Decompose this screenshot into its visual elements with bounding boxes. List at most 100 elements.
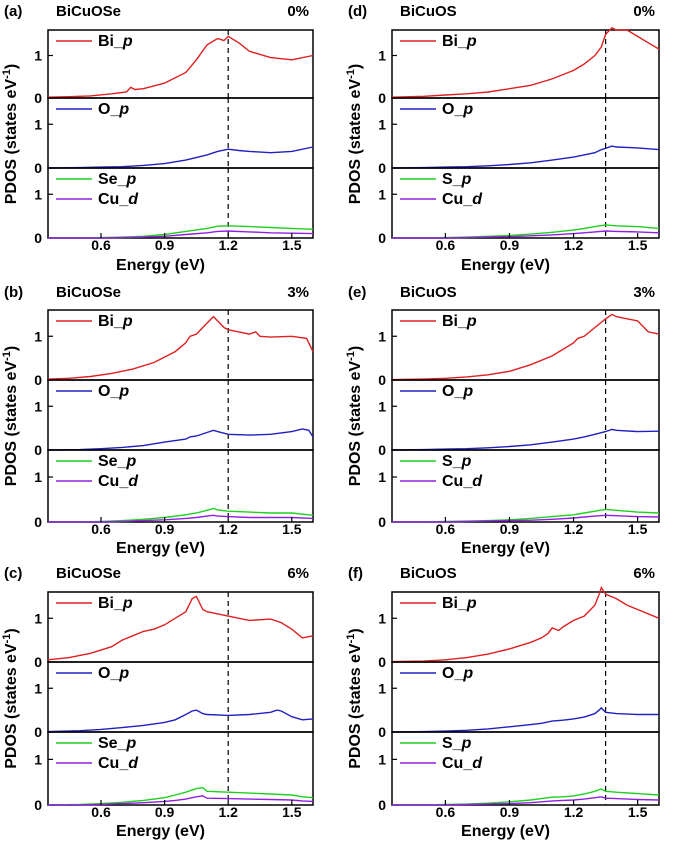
y-tick-label: 0 xyxy=(378,654,386,670)
x-tick-label: 1.2 xyxy=(218,804,238,820)
y-axis-label: PDOS (states eV-1) xyxy=(345,64,364,205)
y-tick-label: 0 xyxy=(378,372,386,388)
legend-label: O_p xyxy=(442,665,473,682)
series-line xyxy=(392,796,660,806)
subpanel-2: 0 1 O_p xyxy=(378,661,660,740)
series-line xyxy=(391,428,660,451)
series-line xyxy=(48,514,314,523)
y-tick-label: 1 xyxy=(34,398,42,414)
x-tick-label: 0.6 xyxy=(436,237,456,253)
legend-label: Se_p xyxy=(98,453,136,470)
panel-letter: (e) xyxy=(348,284,366,301)
series-line xyxy=(47,595,314,661)
legend-label: Se_p xyxy=(98,735,136,752)
y-tick-label: 1 xyxy=(378,328,386,344)
legend-label: Bi_p xyxy=(98,33,133,50)
legend-label: Cu_d xyxy=(98,755,139,772)
x-tick-label: 1.2 xyxy=(218,237,238,253)
y-axis-label: PDOS (states eV-1) xyxy=(1,64,20,205)
y-tick-label: 0 xyxy=(34,514,42,530)
legend-label: Se_p xyxy=(98,171,136,188)
panel-letter: (b) xyxy=(4,284,23,301)
subpanel-3: 0 1 Se_p Cu_d xyxy=(34,731,314,813)
series-line xyxy=(47,35,314,98)
legend-label: O_p xyxy=(98,101,129,118)
series-line xyxy=(391,585,660,663)
x-axis-label: Energy (eV) xyxy=(116,823,205,840)
x-axis-label: Energy (eV) xyxy=(116,540,205,557)
series-line xyxy=(47,428,314,451)
y-tick-label: 0 xyxy=(34,797,42,813)
x-tick-label: 0.6 xyxy=(91,237,111,253)
x-axis-label: Energy (eV) xyxy=(461,257,550,274)
y-axis-label: PDOS (states eV-1) xyxy=(1,628,20,769)
strain-label: 6% xyxy=(287,565,309,582)
panel-d: (d) BiCuOS 0% 0 1 Bi_p 0 1 O_p 0 1 S_p Cu_d 0.6 0.9 1.2… xyxy=(345,3,660,274)
y-tick-label: 0 xyxy=(378,442,386,458)
panel-b: (b) BiCuOSe 3% 0 1 Bi_p 0 1 O_p 0 1 Se_p Cu_d 0.6 0.9 1… xyxy=(1,284,314,557)
series-line xyxy=(47,315,314,380)
x-tick-label: 0.9 xyxy=(500,237,520,253)
x-tick-label: 1.2 xyxy=(564,804,584,820)
subpanel-2: 0 1 O_p xyxy=(34,379,314,458)
legend-label: S_p xyxy=(442,453,472,470)
subpanel-frame xyxy=(47,449,314,523)
panel-a: (a) BiCuOSe 0% 0 1 Bi_p 0 1 O_p 0 1 Se_p Cu_d 0.6 0.9 1… xyxy=(1,3,314,274)
series-line xyxy=(392,230,660,239)
x-tick-label: 1.2 xyxy=(218,521,238,537)
legend-label: O_p xyxy=(442,383,473,400)
y-tick-label: 1 xyxy=(34,469,42,485)
series-line xyxy=(48,230,314,239)
subpanel-1: 0 1 Bi_p xyxy=(34,309,314,388)
series-line xyxy=(47,146,314,169)
series-line xyxy=(47,709,314,733)
x-tick-label: 0.9 xyxy=(155,521,175,537)
y-tick-label: 0 xyxy=(378,724,386,740)
series-line xyxy=(48,795,314,806)
panel-letter: (a) xyxy=(4,3,22,20)
subpanel-2: 0 1 O_p xyxy=(34,661,314,740)
material-label: BiCuOS xyxy=(400,3,457,20)
x-tick-label: 0.9 xyxy=(155,804,175,820)
x-tick-label: 1.5 xyxy=(628,804,648,820)
y-tick-label: 1 xyxy=(378,610,386,626)
strain-label: 3% xyxy=(633,284,655,301)
x-tick-label: 1.2 xyxy=(564,521,584,537)
series-line xyxy=(47,786,314,806)
subpanel-3: 0 1 S_p Cu_d xyxy=(378,167,660,246)
subpanel-frame xyxy=(47,731,314,806)
legend-label: Cu_d xyxy=(442,473,483,490)
legend-label: O_p xyxy=(98,665,129,682)
y-tick-label: 1 xyxy=(34,48,42,64)
subpanel-3: 0 1 Se_p Cu_d xyxy=(34,167,314,246)
strain-label: 3% xyxy=(287,284,309,301)
series-line xyxy=(391,27,660,98)
subpanel-3: 0 1 S_p Cu_d xyxy=(378,449,660,530)
panel-letter: (f) xyxy=(348,565,363,582)
y-tick-label: 0 xyxy=(378,90,386,106)
subpanel-1: 0 1 Bi_p xyxy=(378,27,660,106)
panel-c: (c) BiCuOSe 6% 0 1 Bi_p 0 1 O_p 0 1 Se_p Cu_d 0.6 0.9 1… xyxy=(1,565,314,840)
material-label: BiCuOS xyxy=(400,565,457,582)
subpanel-3: 0 1 Se_p Cu_d xyxy=(34,449,314,530)
x-tick-label: 1.2 xyxy=(564,237,584,253)
x-axis-label: Energy (eV) xyxy=(116,257,205,274)
series-line xyxy=(392,514,660,523)
legend-label: Bi_p xyxy=(98,595,133,612)
subpanel-1: 0 1 Bi_p xyxy=(378,309,660,388)
subpanel-frame xyxy=(391,731,660,806)
legend-label: Bi_p xyxy=(98,313,133,330)
y-tick-label: 1 xyxy=(378,469,386,485)
subpanel-1: 0 1 Bi_p xyxy=(378,585,660,670)
material-label: BiCuOS xyxy=(400,284,457,301)
y-tick-label: 0 xyxy=(34,654,42,670)
y-tick-label: 1 xyxy=(34,680,42,696)
subpanel-1: 0 1 Bi_p xyxy=(34,591,314,670)
x-tick-label: 1.5 xyxy=(282,804,302,820)
x-tick-label: 0.6 xyxy=(436,521,456,537)
legend-label: O_p xyxy=(98,383,129,400)
series-line xyxy=(391,145,660,169)
x-tick-label: 1.5 xyxy=(628,521,648,537)
y-tick-label: 0 xyxy=(34,90,42,106)
